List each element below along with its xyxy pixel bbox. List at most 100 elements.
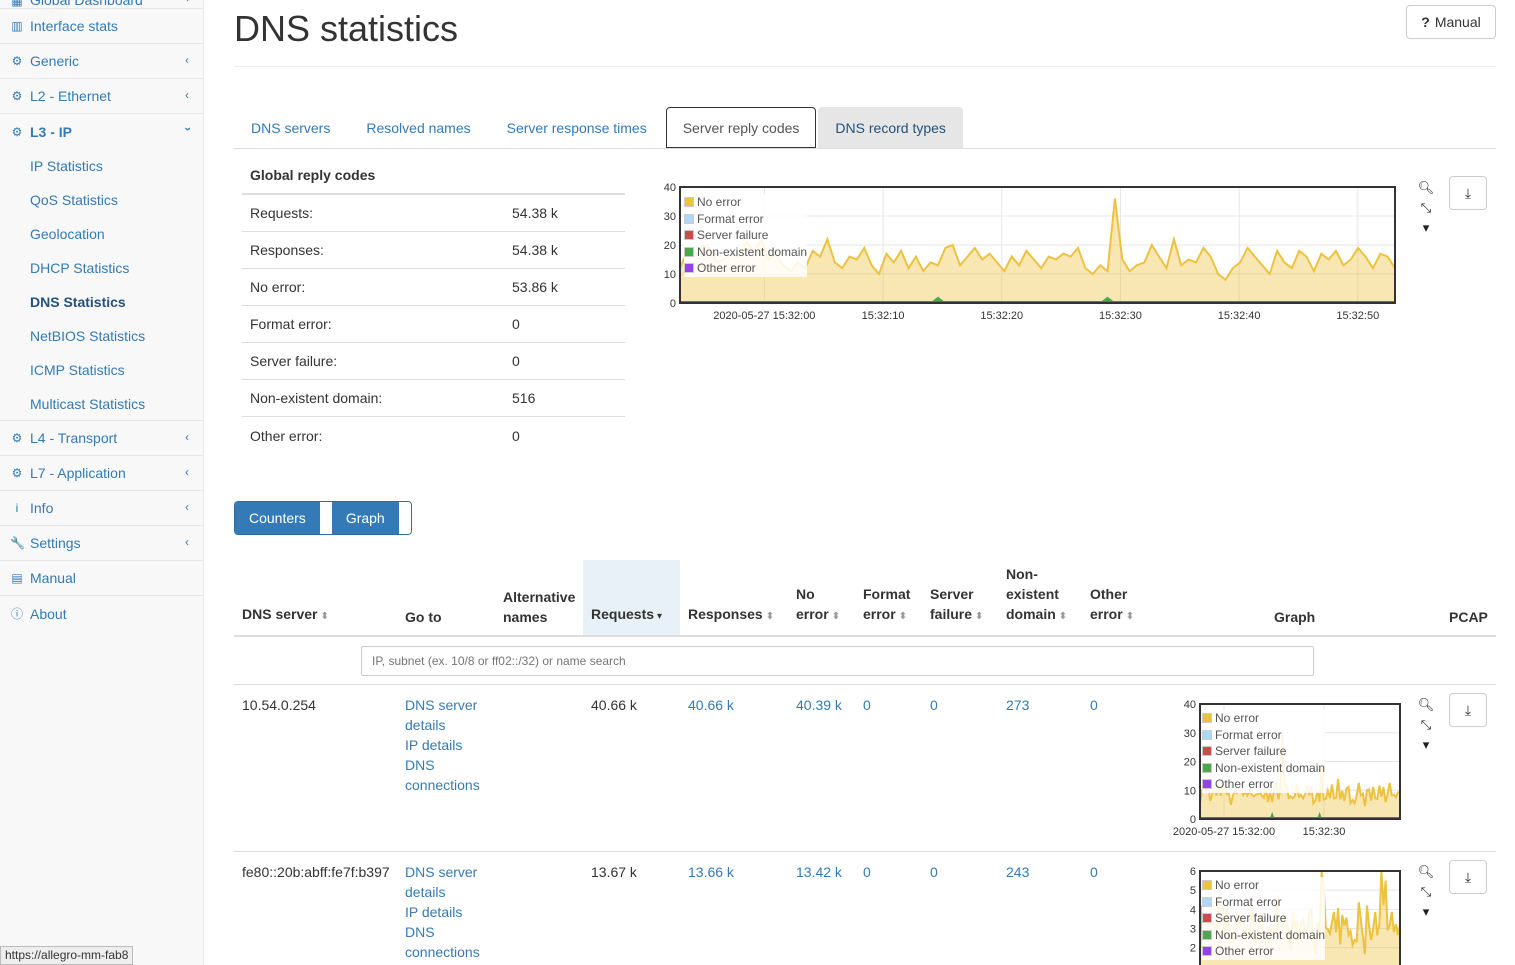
gear-icon: ⚙: [11, 89, 23, 103]
tab-server-reply-codes[interactable]: Server reply codes: [665, 107, 817, 148]
caret-down-icon[interactable]: ▾: [1422, 904, 1430, 919]
dns-connections-link[interactable]: DNS connections: [405, 757, 480, 793]
sidebar-item-l4-transport[interactable]: ⚙ L4 - Transport ‹: [0, 421, 203, 456]
sidebar-item-info[interactable]: i Info ‹: [0, 491, 203, 526]
col-dns-server[interactable]: DNS server ⬍: [242, 606, 329, 622]
tab-dns-record-types[interactable]: DNS record types: [818, 107, 963, 148]
sidebar-item-netbios-statistics[interactable]: NetBIOS Statistics: [30, 328, 146, 344]
plot-border: [679, 186, 1396, 304]
y-tick-label: 3: [1190, 924, 1196, 936]
non-existent-link[interactable]: 243: [1006, 864, 1030, 880]
sidebar-item-generic[interactable]: ⚙ Generic ‹: [0, 44, 203, 79]
x-tick-label: 15:32:10: [862, 310, 905, 322]
counters-button[interactable]: Counters: [235, 502, 320, 534]
server-failure-link[interactable]: 0: [930, 864, 938, 880]
legend-swatch: [684, 246, 694, 257]
goto-links: DNS server details IP details DNS connecti…: [405, 862, 480, 962]
legend-label: Other error: [1215, 777, 1274, 792]
plot-border: [1199, 870, 1401, 965]
y-tick-label: 40: [1184, 699, 1196, 711]
sidebar-item-interface-stats[interactable]: ▥ Interface stats: [0, 9, 203, 44]
sidebar-item-geolocation[interactable]: Geolocation: [30, 226, 105, 242]
collapse-icon[interactable]: ⤡: [1420, 717, 1432, 732]
legend-label: Format error: [697, 211, 764, 226]
servers-table-header: DNS server ⬍ Go to Alternative names Reque…: [234, 560, 1496, 637]
other-error-link[interactable]: 0: [1090, 697, 1098, 713]
sidebar-item-icmp-statistics[interactable]: ICMP Statistics: [30, 362, 125, 378]
format-error-link[interactable]: 0: [863, 697, 871, 713]
manual-button[interactable]: ? Manual: [1406, 5, 1496, 39]
legend-swatch: [1202, 946, 1212, 957]
download-pcap-button[interactable]: ⤓: [1449, 693, 1487, 727]
legend-swatch: [1202, 729, 1212, 740]
download-pcap-button[interactable]: ⤓: [1449, 860, 1487, 894]
format-error-link[interactable]: 0: [863, 864, 871, 880]
ip-details-link[interactable]: IP details: [405, 904, 463, 920]
col-server-failure[interactable]: Server failure ⬍: [930, 586, 984, 622]
collapse-icon[interactable]: ⤡: [1420, 200, 1432, 215]
chevron-left-icon: ‹: [185, 500, 189, 514]
dns-server-details-link[interactable]: DNS server details: [405, 697, 478, 733]
chart-tools: 🔍︎ ⤡ ▾: [1416, 864, 1436, 924]
other-error-link[interactable]: 0: [1090, 864, 1098, 880]
sidebar-item-qos-statistics[interactable]: QoS Statistics: [30, 192, 118, 208]
legend-swatch: [1202, 913, 1212, 924]
ip-details-link[interactable]: IP details: [405, 737, 463, 753]
dns-connections-link[interactable]: DNS connections: [405, 924, 480, 960]
sidebar-item-manual[interactable]: ▤ Manual: [0, 561, 203, 596]
col-format-error[interactable]: Format error ⬍: [863, 586, 911, 622]
legend-swatch: [1202, 762, 1212, 773]
sidebar-item-multicast-statistics[interactable]: Multicast Statistics: [0, 387, 203, 421]
col-responses[interactable]: Responses ⬍: [688, 606, 775, 622]
x-tick-label: 2020-05-27 15:32:00: [713, 310, 815, 322]
caret-down-icon[interactable]: ▾: [1422, 737, 1430, 752]
zoom-icon[interactable]: 🔍︎: [1417, 864, 1435, 879]
zoom-icon[interactable]: 🔍︎: [1417, 697, 1435, 712]
sidebar-item-global-dashboard[interactable]: ▦ Global Dashboard ‹: [0, 0, 203, 9]
tab-server-response-times[interactable]: Server response times: [506, 119, 647, 136]
legend-item: No error: [684, 194, 807, 211]
sidebar-item-ip-statistics[interactable]: IP Statistics: [30, 158, 103, 174]
sidebar-item-settings[interactable]: 🔧 Settings ‹: [0, 526, 203, 561]
legend-item: Non-existent domain: [1202, 927, 1325, 944]
sidebar-item-about[interactable]: ⓘ About: [10, 605, 67, 622]
search-input[interactable]: [361, 646, 1314, 676]
col-non-existent-domain[interactable]: Non-existent domain ⬍: [1006, 566, 1068, 622]
chevron-left-icon: ‹: [185, 430, 189, 444]
non-existent-link[interactable]: 273: [1006, 697, 1030, 713]
sort-icon: ⬍: [1125, 611, 1135, 622]
sidebar-item-dhcp-statistics[interactable]: DHCP Statistics: [30, 260, 130, 276]
col-requests[interactable]: Requests ▾: [591, 606, 663, 622]
legend-item: No error: [1202, 877, 1325, 894]
dns-server-details-link[interactable]: DNS server details: [405, 864, 478, 900]
x-tick-label: 15:32:30: [1303, 826, 1346, 838]
bar-chart-icon: ▥: [11, 19, 23, 33]
zoom-icon[interactable]: 🔍︎: [1417, 180, 1435, 195]
legend-label: No error: [1215, 711, 1260, 726]
no-error-link[interactable]: 13.42 k: [796, 864, 842, 880]
y-tick-label: 0: [670, 298, 676, 310]
responses-link[interactable]: 13.66 k: [688, 864, 734, 880]
caret-down-icon[interactable]: ▾: [1422, 220, 1430, 235]
col-other-error[interactable]: Other error ⬍: [1090, 586, 1135, 622]
y-tick-label: 30: [664, 211, 676, 223]
sidebar-item-l7-application[interactable]: ⚙ L7 - Application ‹: [0, 456, 203, 491]
download-button[interactable]: ⤓: [1449, 176, 1487, 210]
responses-link[interactable]: 40.66 k: [688, 697, 734, 713]
sidebar-item-l2-ethernet[interactable]: ⚙ L2 - Ethernet ‹: [0, 79, 203, 114]
sidebar-item-dns-statistics[interactable]: DNS Statistics: [30, 294, 126, 310]
col-no-error[interactable]: No error ⬍: [796, 586, 841, 622]
server-failure-link[interactable]: 0: [930, 697, 938, 713]
sidebar-item-l3-ip[interactable]: ⚙ L3 - IP ‹: [11, 123, 194, 140]
y-tick-label: 6: [1190, 866, 1196, 878]
reply-code-row: Responses: 54.38 k: [242, 232, 625, 269]
tab-resolved-names[interactable]: Resolved names: [366, 119, 471, 136]
legend-label: Non-existent domain: [1215, 927, 1326, 942]
legend-item: Format error: [1202, 727, 1325, 744]
collapse-icon[interactable]: ⤡: [1420, 884, 1432, 899]
tab-dns-servers[interactable]: DNS servers: [251, 119, 331, 136]
graph-button[interactable]: Graph: [331, 502, 399, 534]
server-address: 10.54.0.254: [242, 697, 316, 713]
no-error-link[interactable]: 40.39 k: [796, 697, 842, 713]
legend-label: Non-existent domain: [697, 244, 808, 259]
